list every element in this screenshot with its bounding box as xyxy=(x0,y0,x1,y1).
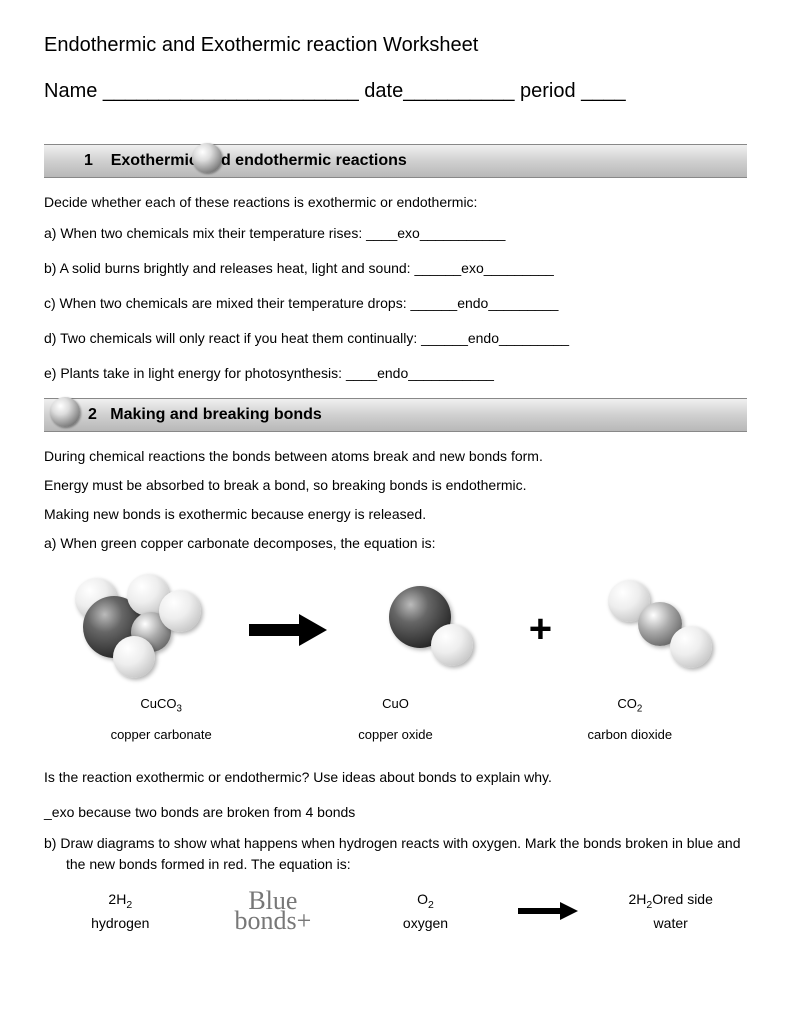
section-2-header: 2 Making and breaking bonds xyxy=(44,398,747,432)
eq-h2: 2H2 hydrogen xyxy=(60,889,180,935)
molecule-cuco3 xyxy=(69,574,199,684)
formula-cuco3: CuCO3 xyxy=(86,694,236,717)
molecule-cuo xyxy=(379,574,479,684)
reaction-arrow-icon xyxy=(249,614,329,644)
section-2-para-1: During chemical reactions the bonds betw… xyxy=(44,446,747,467)
section-1-heading: Exothermic and endothermic reactions xyxy=(111,152,407,169)
question-2a: a) When green copper carbonate decompose… xyxy=(44,533,747,554)
question-b: b) A solid burns brightly and releases h… xyxy=(44,258,747,279)
section-1-intro: Decide whether each of these reactions i… xyxy=(44,192,747,213)
question-e: e) Plants take in light energy for photo… xyxy=(44,363,747,384)
formula-co2: CO2 xyxy=(555,694,705,717)
name-copper-oxide: copper oxide xyxy=(320,725,470,745)
section-1-number: 1 xyxy=(84,152,93,169)
question-d: d) Two chemicals will only react if you … xyxy=(44,328,747,349)
question-c: c) When two chemicals are mixed their te… xyxy=(44,293,747,314)
molecule-diagram: + xyxy=(44,574,747,684)
compound-name-row: copper carbonate copper oxide carbon dio… xyxy=(44,725,747,745)
explain-answer: _exo because two bonds are broken from 4… xyxy=(44,802,747,823)
reaction-arrow-icon xyxy=(518,904,578,918)
explain-question: Is the reaction exothermic or endothermi… xyxy=(44,767,747,788)
name-copper-carbonate: copper carbonate xyxy=(86,725,236,745)
section-2-para-3: Making new bonds is exothermic because e… xyxy=(44,504,747,525)
section-1-header: 1 Exothermic and endothermic reactions xyxy=(44,144,747,178)
sphere-icon xyxy=(192,143,222,173)
question-a: a) When two chemicals mix their temperat… xyxy=(44,223,747,244)
eq-o2: O2 oxygen xyxy=(365,889,485,935)
section-2-para-2: Energy must be absorbed to break a bond,… xyxy=(44,475,747,496)
sphere-icon xyxy=(50,397,80,427)
molecule-co2 xyxy=(602,574,722,684)
worksheet-title: Endothermic and Exothermic reaction Work… xyxy=(44,30,747,60)
name-date-period-line: Name _______________________ date_______… xyxy=(44,76,747,106)
formula-row: CuCO3 CuO CO2 xyxy=(44,694,747,717)
name-carbon-dioxide: carbon dioxide xyxy=(555,725,705,745)
plus-icon: + xyxy=(529,599,552,659)
blue-bonds-text: Bluebonds+ xyxy=(213,891,333,933)
section-2-heading: Making and breaking bonds xyxy=(110,406,322,423)
section-2-number: 2 xyxy=(88,406,97,423)
eq-h2o: 2H2Ored side water xyxy=(611,889,731,935)
question-2b: b) Draw diagrams to show what happens wh… xyxy=(44,833,747,875)
equation-row: 2H2 hydrogen Bluebonds+ O2 oxygen 2H2Ore… xyxy=(44,889,747,935)
formula-cuo: CuO xyxy=(320,694,470,717)
